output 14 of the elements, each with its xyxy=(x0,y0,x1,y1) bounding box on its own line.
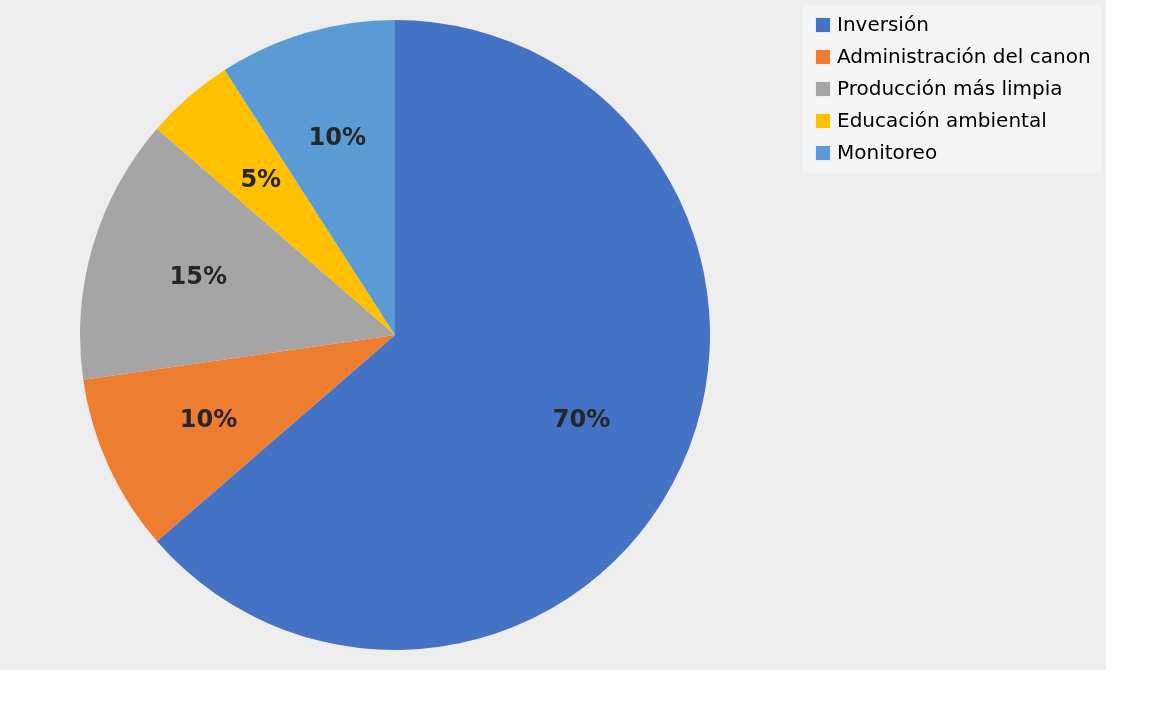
data-label: 5% xyxy=(240,165,282,194)
pie-slice xyxy=(83,335,395,542)
data-label: 15% xyxy=(169,262,228,291)
pie-slice xyxy=(156,20,710,650)
legend-label: Educación ambiental xyxy=(837,108,1047,132)
data-label: 70% xyxy=(552,405,611,434)
data-label: 10% xyxy=(179,405,238,434)
data-label: 10% xyxy=(308,123,366,152)
legend-label: Producción más limpia xyxy=(837,76,1063,100)
pie-slice xyxy=(80,128,395,380)
legend-label: Administración del canon xyxy=(837,44,1091,68)
legend-label: Monitoreo xyxy=(837,140,938,164)
pie-slice xyxy=(156,70,395,335)
legend-label: Inversión xyxy=(837,12,929,36)
